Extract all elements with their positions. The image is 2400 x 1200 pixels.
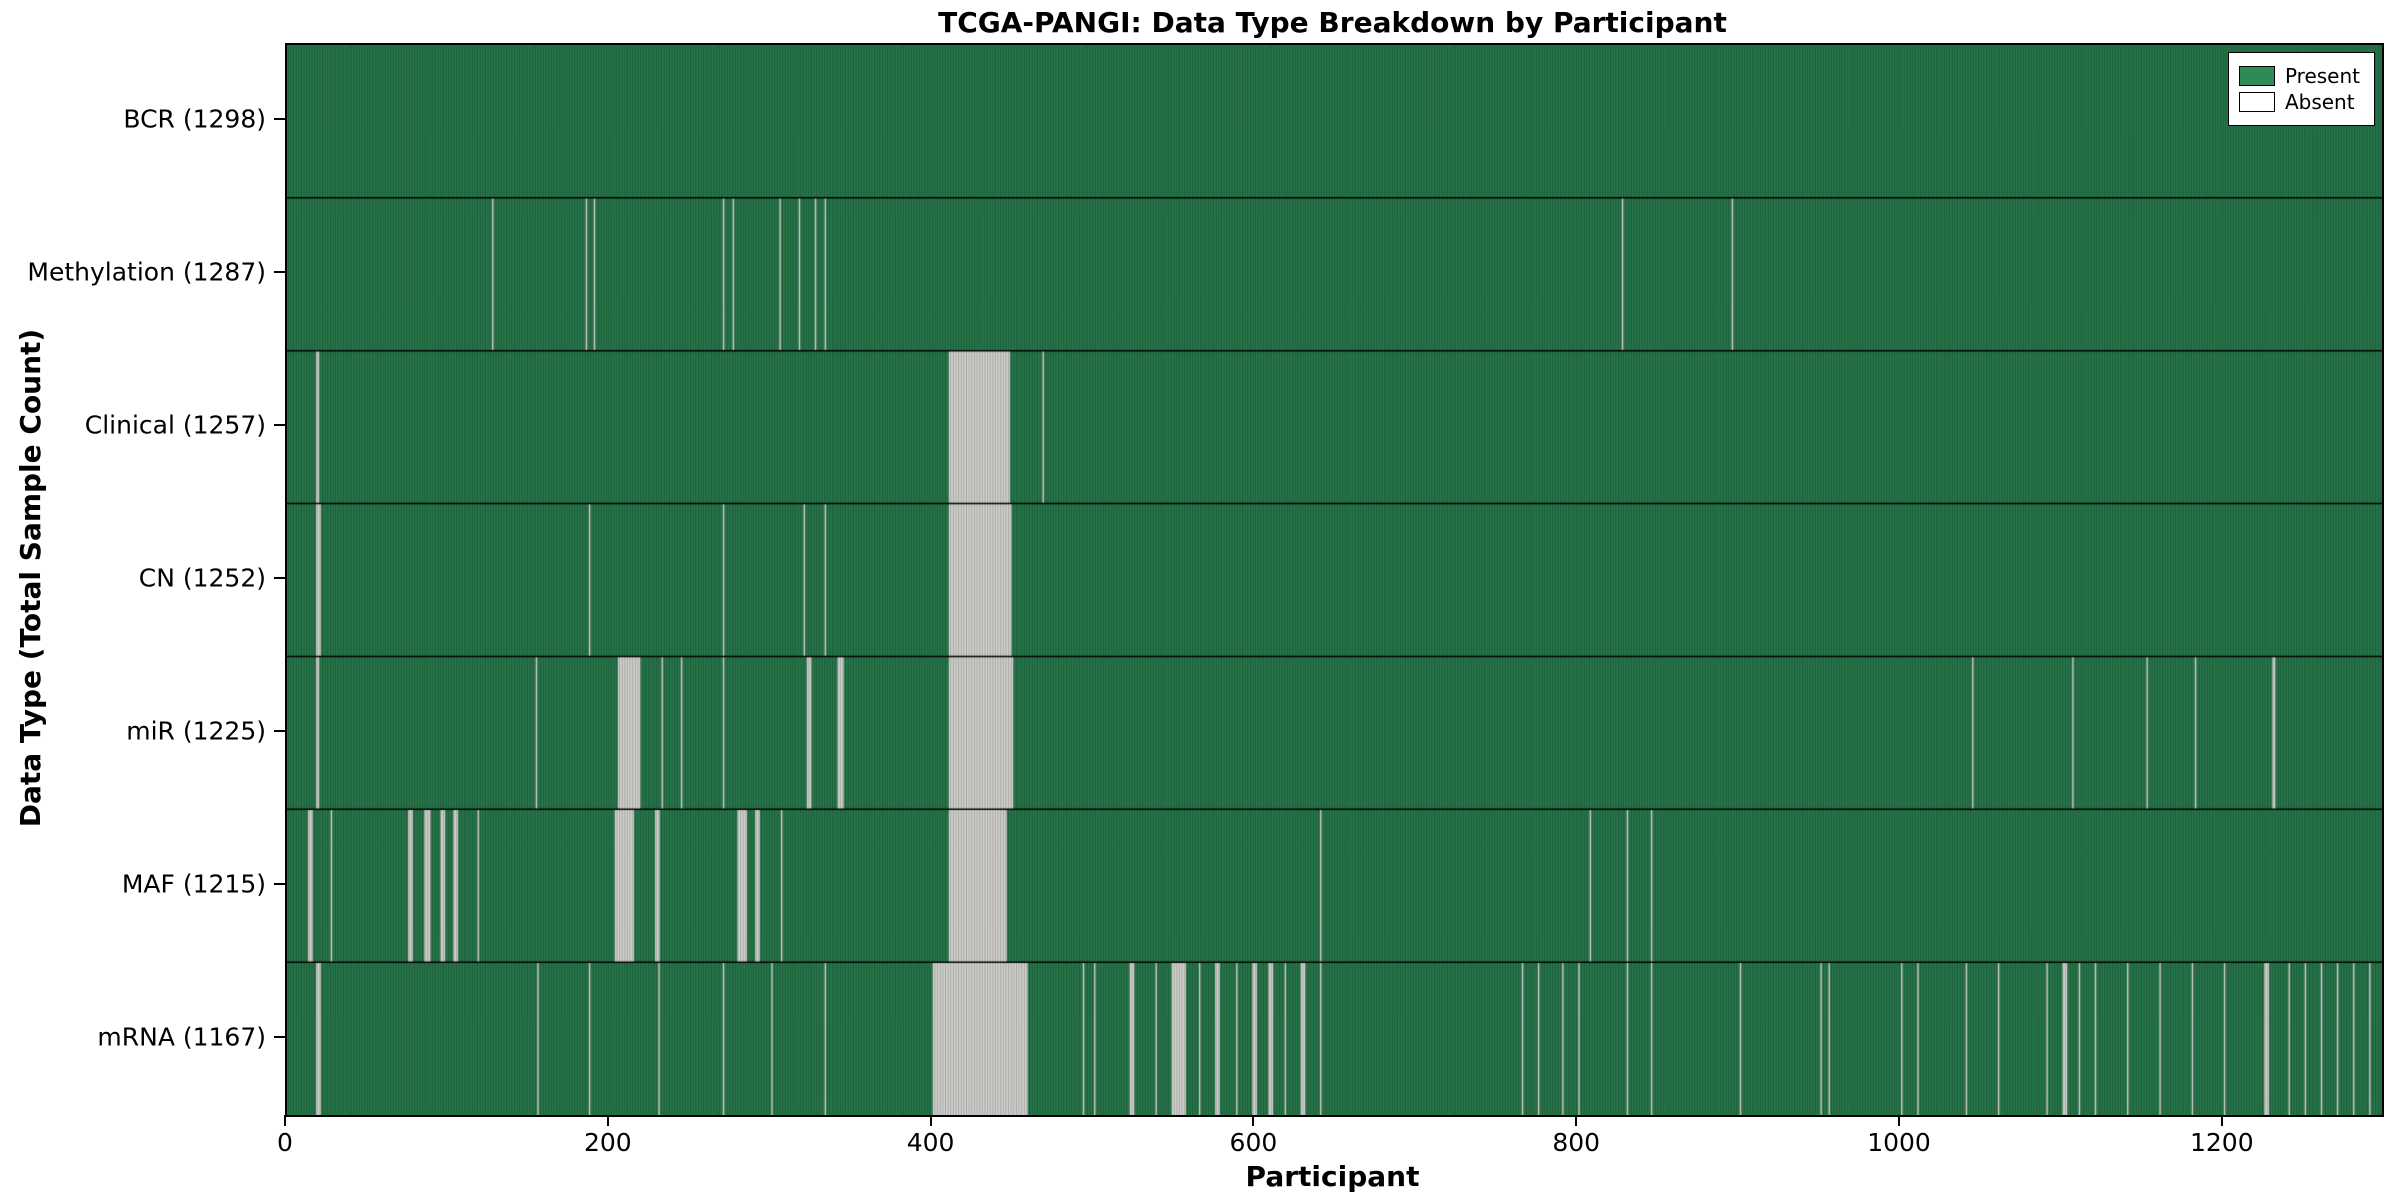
x-tick-label-1000: 1000 (1867, 1128, 1931, 1157)
legend-entry-absent: Absent (2238, 90, 2360, 114)
y-tick-mark (274, 118, 285, 121)
presence-matrix-canvas (287, 45, 2382, 1115)
y-tick-label-MAF: MAF (1215) (121, 869, 266, 899)
x-tick-label-200: 200 (583, 1128, 632, 1157)
y-tick-mark (274, 882, 285, 885)
x-tick-mark (284, 1115, 286, 1126)
legend-label-absent: Absent (2284, 90, 2355, 114)
x-tick-label-0: 0 (277, 1128, 293, 1157)
y-tick-label-Clinical: Clinical (1257) (84, 410, 266, 440)
y-tick-label-BCR: BCR (1298) (123, 104, 266, 134)
y-tick-label-mRNA: mRNA (1167) (97, 1022, 266, 1052)
x-tick-label-800: 800 (1552, 1128, 1601, 1157)
absent-swatch (2238, 92, 2275, 112)
x-axis-label: Participant (1245, 1160, 1420, 1193)
x-tick-label-400: 400 (906, 1128, 955, 1157)
plot-area: Present Absent (285, 43, 2384, 1117)
x-tick-mark (929, 1115, 932, 1126)
legend-entry-present: Present (2238, 64, 2360, 88)
present-swatch (2238, 66, 2275, 86)
x-tick-label-1200: 1200 (2190, 1128, 2254, 1157)
x-tick-mark (1252, 1115, 1255, 1126)
y-tick-mark (274, 271, 285, 274)
x-tick-mark (1898, 1115, 1901, 1126)
x-tick-mark (1575, 1115, 1578, 1126)
legend-label-present: Present (2284, 64, 2360, 88)
y-tick-label-miR: miR (1225) (126, 716, 266, 746)
y-tick-mark (274, 1035, 285, 1038)
y-tick-label-CN: CN (1252) (138, 563, 266, 593)
x-tick-label-600: 600 (1229, 1128, 1278, 1157)
chart-title: TCGA-PANGI: Data Type Breakdown by Parti… (938, 6, 1727, 39)
y-tick-mark (274, 424, 285, 427)
x-tick-mark (606, 1115, 609, 1126)
legend: Present Absent (2227, 52, 2375, 126)
x-tick-mark (2220, 1115, 2223, 1126)
y-tick-mark (274, 577, 285, 579)
y-tick-label-Methylation: Methylation (1287) (27, 257, 266, 287)
y-tick-mark (274, 729, 285, 732)
